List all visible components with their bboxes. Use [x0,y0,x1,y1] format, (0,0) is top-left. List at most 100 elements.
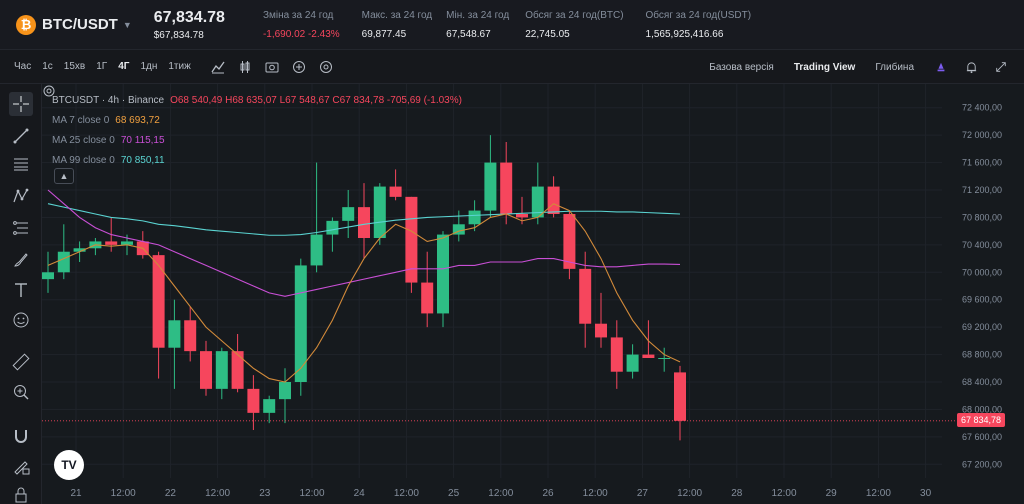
x-tick-label: 12:00 [677,488,702,499]
legend-ohlc: O68 540,49 H68 635,07 L67 548,67 C67 834… [170,94,462,106]
timeframe-4h[interactable]: 4Г [118,61,130,72]
y-tick-label: 70 400,00 [962,240,1002,250]
x-tick-label: 24 [354,488,366,499]
pattern-tool[interactable] [9,184,33,208]
candle-body [294,265,307,382]
add-icon[interactable] [292,60,306,74]
y-tick-label: 67 600,00 [962,432,1002,442]
y-tick-label: 72 000,00 [962,130,1002,140]
tab-tradingview[interactable]: Trading View [793,61,856,73]
candle-body [184,320,197,352]
stat-value: 67,548.67 [446,28,491,40]
drawing-toolbar [0,84,42,504]
candle-body [389,186,402,197]
profile-icon[interactable] [934,60,948,74]
x-tick-label: 23 [259,488,271,499]
y-tick-label: 70 000,00 [962,267,1002,277]
timeframe-time[interactable]: Час [14,61,32,72]
text-icon [15,283,27,297]
zoom-tool[interactable] [9,380,33,404]
crosshair-icon [13,96,29,112]
x-tick-label: 29 [826,488,838,499]
tradingview-logo: TV [54,450,84,480]
gear-icon[interactable] [42,84,56,98]
stat-volume-usdt: Обсяг за 24 год(USDT) 1,565,925,416.66 [646,10,752,40]
lock-drawing-tool[interactable] [9,454,33,478]
x-tick-label: 12:00 [299,488,324,499]
candle-body [626,354,639,372]
zoom-in-icon [14,385,29,400]
timeframe-15m[interactable]: 15хв [63,61,86,72]
candle-body [484,162,497,211]
stat-label: Обсяг за 24 год(BTC) [525,9,624,21]
timeframe-1s[interactable]: 1с [42,61,53,72]
candle-body [73,248,86,252]
legend-ma25[interactable]: MA 25 close 0 70 115,15 [52,130,462,150]
tab-depth[interactable]: Глибина [875,61,914,73]
settings-icon[interactable] [319,60,333,74]
pattern-icon [13,188,29,203]
x-tick-label: 30 [920,488,932,499]
candle-body [674,372,686,421]
candle-body [279,382,291,400]
y-tick-label: 68 800,00 [962,350,1002,360]
magnet-tool[interactable] [9,424,33,448]
emoji-icon [13,312,29,328]
candle-body [168,320,181,348]
stat-label: Обсяг за 24 год(USDT) [645,9,752,21]
price-block: 67,834.78 $67,834.78 [154,9,225,41]
lock-tool[interactable] [9,482,33,504]
horizontal-lines-tool[interactable] [9,152,33,176]
indicator-icon[interactable] [211,60,225,74]
magnet-icon [15,430,27,443]
screenshot-icon[interactable] [265,60,279,74]
x-tick-label: 22 [165,488,177,499]
collapse-legend-button[interactable]: ▲ [54,168,74,184]
text-tool[interactable] [9,278,33,302]
candle-body [231,351,244,389]
ma25-line [47,189,681,297]
brush-tool[interactable] [9,248,33,272]
trendline-tool[interactable] [9,124,33,148]
chart-legend: BTCUSDT · 4h · Binance O68 540,49 H68 63… [52,90,462,170]
stat-label: Зміна за 24 год [262,9,334,21]
legend-ma99[interactable]: MA 99 close 0 70 850,11 [52,150,462,170]
candlestick-chart[interactable]: 72 400,00 72 000,00 71 600,00 71 200,00 70 8… [42,84,1024,504]
x-tick-label: 25 [448,488,460,499]
candle-body [579,268,592,324]
alert-icon[interactable] [964,60,978,74]
x-tick-label: 12:00 [583,488,608,499]
fullscreen-icon[interactable] [994,60,1008,74]
candle-body [437,234,449,314]
timeframe-1w[interactable]: 1тиж [168,61,191,72]
candle-body [152,255,165,348]
last-price-tag: 67 834,78 [957,413,1005,427]
ma99-value: 70 850,11 [120,154,165,166]
candle-body [105,241,118,245]
candle-body [642,354,655,358]
candle-body [563,214,576,269]
x-tick-label: 21 [70,488,82,499]
stat-value: 69,877.45 [361,28,407,40]
legend-ma7[interactable]: MA 7 close 0 68 693,72 [52,110,462,130]
chevron-down-icon[interactable]: ▼ [122,19,132,30]
timeframe-1h[interactable]: 1Г [96,61,108,72]
fib-tool[interactable] [9,216,33,240]
tab-basic[interactable]: Базова версія [709,61,774,73]
legend-ohlc-row: BTCUSDT · 4h · Binance O68 540,49 H68 63… [52,90,462,110]
ma25-value: 70 115,15 [120,134,165,146]
trading-pair-label[interactable]: BTC/USDT [42,16,118,33]
stat-volume-btc: Обсяг за 24 год(BTC) 22,745.05 [525,10,623,40]
y-tick-label: 72 400,00 [962,103,1002,113]
stat-label: Мін. за 24 год [446,9,510,21]
fib-icon [13,221,28,235]
ruler-tool[interactable] [9,350,33,374]
price-chart[interactable]: 72 400,00 72 000,00 71 600,00 71 200,00 70 8… [42,84,1024,504]
x-tick-label: 12:00 [771,488,796,499]
candle-body [373,186,386,238]
ma7-value: 68 693,72 [115,114,160,126]
timeframe-1d[interactable]: 1дн [140,61,158,72]
emoji-tool[interactable] [9,308,33,332]
crosshair-tool[interactable] [9,92,33,116]
chart-type-icon[interactable] [238,60,252,74]
